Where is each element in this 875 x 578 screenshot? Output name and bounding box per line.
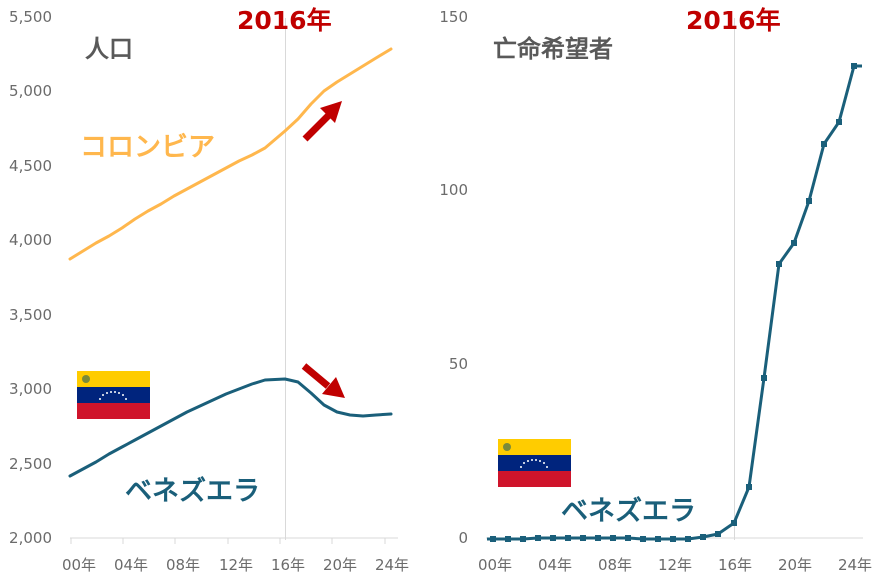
arrow-down-right-icon: [301, 363, 345, 398]
year-2016-label: 2016年: [237, 6, 332, 35]
y-tick: 4,000: [9, 231, 52, 249]
y-tick: 5,500: [9, 8, 52, 26]
venezuela-label: ベネズエラ: [561, 495, 696, 527]
left-x-ticks: [70, 538, 386, 544]
population-title: 人口: [85, 35, 133, 63]
right-y-axis: 150 100 50 0: [439, 8, 468, 547]
y-tick: 50: [449, 355, 468, 373]
x-tick: 04年: [114, 556, 148, 574]
population-chart: 5,500 5,000 4,500 4,000 3,500 3,000 2,50…: [9, 6, 409, 574]
y-tick: 4,500: [9, 157, 52, 175]
x-tick: 08年: [598, 556, 632, 574]
y-tick: 5,000: [9, 82, 52, 100]
x-tick: 08年: [166, 556, 200, 574]
x-tick: 20年: [778, 556, 812, 574]
asylum-seekers-chart: 150 100 50 0 00年 04年 08年 12年 16年 20年 24年…: [439, 6, 872, 574]
y-tick: 100: [439, 181, 468, 199]
x-tick: 00年: [62, 556, 96, 574]
colombia-line: [68, 47, 393, 261]
colombia-label: コロンビア: [80, 132, 215, 163]
arrow-up-right-icon: [302, 101, 342, 142]
y-tick: 3,000: [9, 380, 52, 398]
x-tick: 16年: [271, 556, 305, 574]
x-tick: 24年: [838, 556, 872, 574]
x-tick: 12年: [658, 556, 692, 574]
venezuela-flag-icon: [77, 371, 150, 419]
right-x-axis: 00年 04年 08年 12年 16年 20年 24年: [478, 556, 872, 574]
left-y-axis: 5,500 5,000 4,500 4,000 3,500 3,000 2,50…: [9, 8, 52, 547]
x-tick: 24年: [375, 556, 409, 574]
venezuela-flag-icon: [498, 439, 571, 487]
year-2016-label: 2016年: [686, 6, 781, 35]
x-tick: 12年: [219, 556, 253, 574]
y-tick: 3,500: [9, 306, 52, 324]
y-tick: 2,500: [9, 455, 52, 473]
x-tick: 20年: [323, 556, 357, 574]
y-tick: 0: [458, 529, 468, 547]
venezuela-population-line: [68, 377, 393, 478]
left-x-axis: 00年 04年 08年 12年 16年 20年 24年: [62, 556, 409, 574]
y-tick: 2,000: [9, 529, 52, 547]
x-tick: 04年: [538, 556, 572, 574]
x-tick: 00年: [478, 556, 512, 574]
y-tick: 150: [439, 8, 468, 26]
x-tick: 16年: [718, 556, 752, 574]
data-point-markers: [490, 63, 857, 542]
venezuela-label: ベネズエラ: [125, 475, 260, 507]
asylum-seekers-title: 亡命希望者: [493, 35, 613, 63]
